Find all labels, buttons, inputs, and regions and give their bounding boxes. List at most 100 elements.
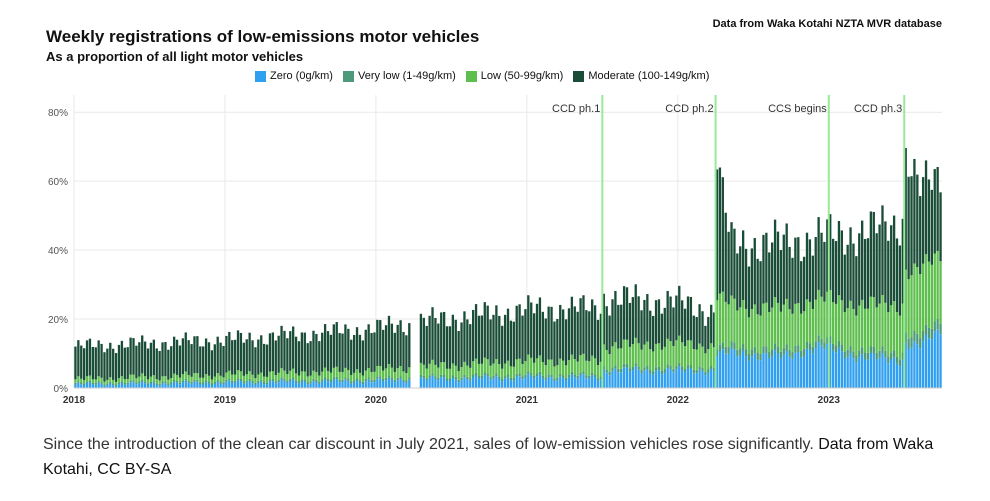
bar-segment-zero xyxy=(814,348,817,388)
bar-segment-very-low xyxy=(794,345,797,353)
bar-segment-moderate xyxy=(657,299,661,344)
bar-segment-zero xyxy=(445,380,449,388)
bar-segment-low xyxy=(628,346,632,369)
bar-segment-moderate xyxy=(315,334,318,373)
bar-segment-very-low xyxy=(210,383,214,386)
bar-segment-very-low xyxy=(352,380,356,383)
bar-segment-moderate xyxy=(387,315,391,364)
bar-segment-low xyxy=(675,340,678,366)
bar-segment-low xyxy=(309,375,312,382)
bar-segment-low xyxy=(248,371,251,379)
bar-segment-moderate xyxy=(654,300,658,344)
bar-segment-very-low xyxy=(94,382,97,385)
bar-segment-low xyxy=(904,269,907,333)
bar-segment-moderate xyxy=(872,211,875,298)
x-tick-label: 2018 xyxy=(63,395,86,406)
bar-segment-moderate xyxy=(233,339,237,375)
bar-segment-low xyxy=(817,289,820,336)
bar-segment-low xyxy=(239,371,243,379)
bar-segment-moderate xyxy=(710,304,713,344)
bar-segment-zero xyxy=(129,382,132,388)
bar-segment-very-low xyxy=(460,377,463,381)
bar-segment-zero xyxy=(591,375,594,388)
bar-segment-very-low xyxy=(733,343,736,350)
bar-segment-moderate xyxy=(442,311,446,363)
bar-segment-low xyxy=(852,309,855,352)
bar-segment-very-low xyxy=(474,372,478,376)
bar-segment-very-low xyxy=(312,378,315,382)
bar-segment-very-low xyxy=(123,382,126,385)
bar-segment-very-low xyxy=(277,379,280,383)
bar-segment-zero xyxy=(579,375,582,388)
bar-segment-zero xyxy=(681,370,684,388)
bar-segment-moderate xyxy=(257,339,260,375)
bar-segment-very-low xyxy=(480,375,484,379)
bar-segment-low xyxy=(97,376,100,382)
bar-segment-zero xyxy=(553,381,556,388)
bar-segment-low xyxy=(387,363,391,376)
bar-segment-very-low xyxy=(187,380,190,383)
bar-segment-low xyxy=(341,372,344,380)
bar-segment-zero xyxy=(692,373,695,388)
bar-segment-moderate xyxy=(814,237,817,300)
bar-segment-very-low xyxy=(387,375,391,378)
bar-segment-very-low xyxy=(591,372,594,376)
bar-segment-very-low xyxy=(196,379,199,382)
bar-segment-zero xyxy=(573,377,576,388)
bar-segment-moderate xyxy=(643,299,646,345)
bar-segment-low xyxy=(155,379,158,384)
bar-segment-very-low xyxy=(753,346,756,354)
y-tick-label: 40% xyxy=(48,246,68,257)
bar-segment-very-low xyxy=(306,382,309,385)
bar-segment-low xyxy=(910,275,913,338)
bar-segment-zero xyxy=(837,347,841,388)
bar-segment-zero xyxy=(808,350,812,388)
bar-segment-moderate xyxy=(489,319,492,366)
bar-segment-zero xyxy=(878,357,881,388)
bar-segment-very-low xyxy=(872,346,875,354)
bar-segment-very-low xyxy=(863,352,867,360)
bar-segment-very-low xyxy=(634,363,637,367)
bar-segment-moderate xyxy=(771,242,774,308)
bar-segment-low xyxy=(765,302,768,347)
bar-segment-moderate xyxy=(509,320,513,367)
bar-segment-moderate xyxy=(231,340,234,375)
bar-segment-low xyxy=(657,343,661,367)
bar-segment-low xyxy=(405,372,408,381)
bar-segment-zero xyxy=(704,375,707,388)
bar-segment-very-low xyxy=(617,368,620,373)
bar-segment-very-low xyxy=(512,378,515,381)
bar-segment-very-low xyxy=(251,380,254,384)
bar-segment-zero xyxy=(898,366,902,388)
bar-segment-low xyxy=(564,365,568,378)
caption-text: Since the introduction of the clean car … xyxy=(43,436,814,453)
bar-segment-zero xyxy=(474,375,478,388)
bar-segment-zero xyxy=(564,380,568,388)
bar-segment-zero xyxy=(797,352,800,388)
bar-segment-low xyxy=(129,374,132,381)
bar-segment-moderate xyxy=(149,342,153,377)
bar-segment-zero xyxy=(448,381,452,388)
bar-segment-low xyxy=(567,360,571,375)
bar-segment-moderate xyxy=(875,233,878,308)
bar-segment-zero xyxy=(454,379,457,388)
bar-segment-very-low xyxy=(419,374,423,378)
bar-segment-low xyxy=(126,378,129,383)
bar-segment-low xyxy=(718,293,722,345)
bar-segment-very-low xyxy=(599,376,603,380)
bar-segment-zero xyxy=(736,356,739,388)
bar-segment-low xyxy=(100,377,103,383)
bar-segment-moderate xyxy=(477,315,481,364)
bar-segment-low xyxy=(649,349,652,371)
bar-segment-zero xyxy=(254,385,257,388)
legend-item-moderate: Moderate (100-149g/km) xyxy=(573,70,709,82)
bar-segment-zero xyxy=(323,379,327,388)
bar-segment-zero xyxy=(637,369,640,388)
bar-segment-moderate xyxy=(831,238,835,303)
bar-segment-low xyxy=(260,372,263,380)
y-tick-label: 80% xyxy=(48,108,68,119)
bar-segment-zero xyxy=(686,368,690,388)
bar-segment-zero xyxy=(393,382,396,388)
bar-segment-very-low xyxy=(207,381,211,384)
bar-segment-moderate xyxy=(564,319,568,366)
